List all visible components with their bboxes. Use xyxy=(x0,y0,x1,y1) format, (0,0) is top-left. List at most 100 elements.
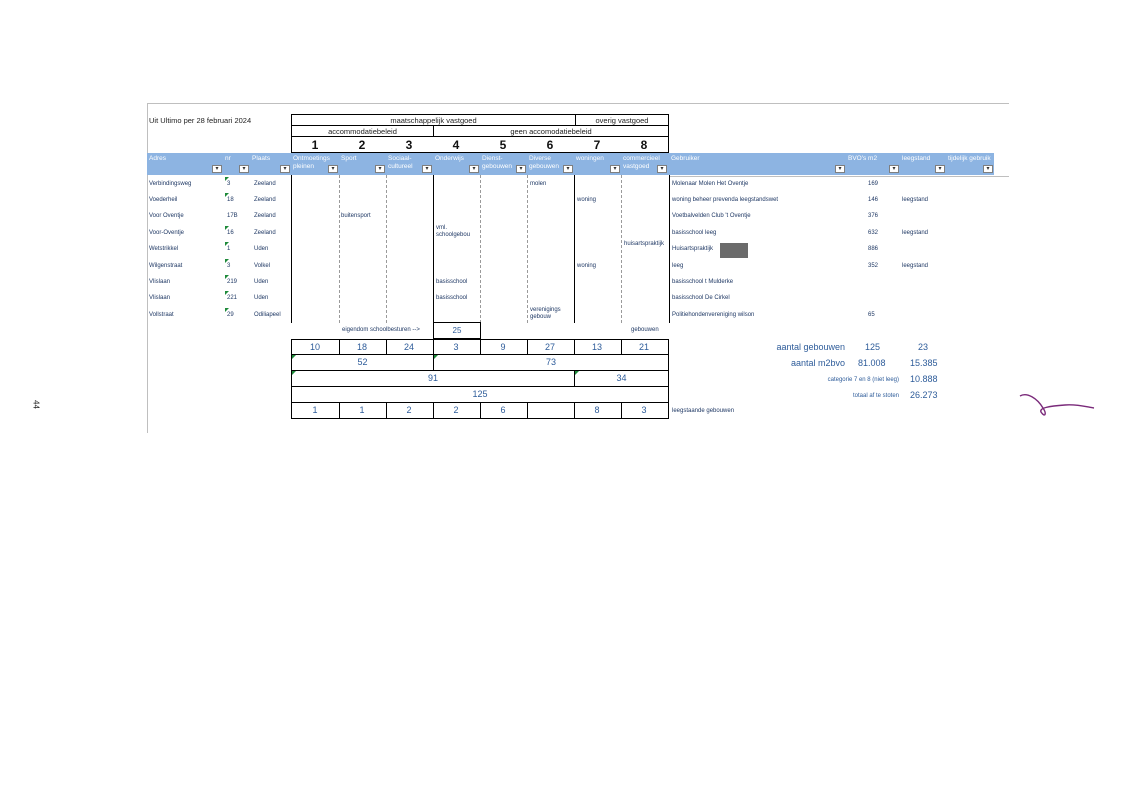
header-ontmoetingspleinen[interactable]: Ontmoetings pleinen xyxy=(291,153,339,175)
column-border xyxy=(480,175,481,323)
leeg-count-cell: 8 xyxy=(594,405,600,415)
filter-dropdown-icon[interactable]: ▾ xyxy=(328,165,338,173)
summary-categorie-value: 10.888 xyxy=(910,374,938,384)
column-border xyxy=(621,175,622,323)
filter-dropdown-icon[interactable]: ▾ xyxy=(212,165,222,173)
filter-dropdown-icon[interactable]: ▾ xyxy=(422,165,432,173)
category-number: 6 xyxy=(546,138,554,152)
count-cell: 21 xyxy=(638,342,649,352)
cell-diverse: molen xyxy=(530,181,547,187)
filter-dropdown-icon[interactable]: ▾ xyxy=(983,165,993,173)
summary-aantal-gebouwen-a: 125 xyxy=(865,342,881,352)
header-bvo[interactable]: BVO's m2 xyxy=(846,153,900,175)
cell-adres: Verbindingsweg xyxy=(149,181,192,187)
cell-gebruiker: Molenaar Molen Het Oventje xyxy=(672,181,749,187)
leeg-divider xyxy=(480,402,481,419)
group-overig-label: overig vastgoed xyxy=(595,116,649,125)
count-cell: 27 xyxy=(544,342,555,352)
filter-dropdown-icon[interactable]: ▾ xyxy=(469,165,479,173)
group-geen-label: geen accomodatiebeleid xyxy=(510,127,592,136)
cell-gebruiker: woning beheer prevenda leegstandswet xyxy=(672,197,779,203)
cell-plaats: Uden xyxy=(254,246,269,252)
report-title: Uit Ultimo per 28 februari 2024 xyxy=(149,116,252,125)
subtotal-52: 52 xyxy=(291,354,434,371)
subtotal-34: 34 xyxy=(574,370,669,387)
count-divider xyxy=(386,339,387,355)
count-divider xyxy=(527,339,528,355)
header-dienstgebouwen[interactable]: Dienst-gebouwen xyxy=(480,153,527,175)
cell-nr: 18 xyxy=(227,197,234,203)
filter-dropdown-icon[interactable]: ▾ xyxy=(239,165,249,173)
cell-bvo: 169 xyxy=(868,181,879,187)
filter-dropdown-icon[interactable]: ▾ xyxy=(935,165,945,173)
filter-dropdown-icon[interactable]: ▾ xyxy=(657,165,667,173)
header-adres[interactable]: Adres xyxy=(147,153,223,175)
cell-plaats: Zeeland xyxy=(254,230,276,236)
count-divider xyxy=(621,339,622,355)
category-number: 4 xyxy=(452,138,460,152)
cell-gebruiker: Politiehondenvereniging wilson xyxy=(672,312,755,318)
cell-nr: 221 xyxy=(227,295,238,301)
header-sport[interactable]: Sport xyxy=(339,153,386,175)
cell-adres: Vlislaan xyxy=(149,279,171,285)
summary-aantal-gebouwen-b: 23 xyxy=(918,342,929,352)
cell-woningen: woning xyxy=(577,263,597,269)
cell-bvo: 632 xyxy=(868,230,879,236)
cell-onderwijs: basisschool xyxy=(436,279,468,285)
cell-nr: 16 xyxy=(227,230,234,236)
column-border xyxy=(669,175,670,323)
summary-totaal-label: totaal af te stoten xyxy=(852,393,899,399)
cell-leegstand: leegstand xyxy=(902,263,929,269)
cell-diverse: verenigings gebouw xyxy=(530,307,561,320)
cell-gebruiker: Voetbalvelden Club 't Oventje xyxy=(672,213,751,219)
filter-dropdown-icon[interactable]: ▾ xyxy=(563,165,573,173)
filter-dropdown-icon[interactable]: ▾ xyxy=(516,165,526,173)
category-number-row xyxy=(291,136,669,153)
cell-commercieel: huisartspraktijk xyxy=(624,241,665,247)
summary-m2bvo-b: 15.385 xyxy=(910,358,938,368)
column-border xyxy=(574,175,575,323)
filter-dropdown-icon[interactable]: ▾ xyxy=(835,165,845,173)
header-onderwijs[interactable]: Onderwijs xyxy=(433,153,480,175)
cell-woningen: woning xyxy=(577,197,597,203)
column-border xyxy=(386,175,387,323)
total-125: 125 xyxy=(291,386,669,403)
cell-adres: Voor Oventje xyxy=(149,213,184,219)
leeg-divider xyxy=(386,402,387,419)
cell-gebruiker: basisschool De Cirkel xyxy=(672,295,730,301)
cell-plaats: Uden xyxy=(254,295,269,301)
cell-gebruiker: basisschool t Mulderke xyxy=(672,279,734,285)
header-woningen[interactable]: woningen xyxy=(574,153,621,175)
header-sociaal-cultureel[interactable]: Sociaal-cultureel xyxy=(386,153,433,175)
cell-nr: 17B xyxy=(227,213,238,219)
filter-dropdown-icon[interactable]: ▾ xyxy=(280,165,290,173)
column-border xyxy=(527,175,528,323)
cell-leegstand: leegstand xyxy=(902,230,929,236)
comment-marker xyxy=(434,355,438,359)
subtotal-91: 91 xyxy=(291,370,575,387)
header-diverse-gebouwen[interactable]: Diverse gebouwen xyxy=(527,153,574,175)
leeg-count-cell: 3 xyxy=(641,405,647,415)
cell-nr: 3 xyxy=(227,181,231,187)
header-tijdelijk[interactable]: tijdelijk gebruik xyxy=(946,153,994,175)
comment-marker xyxy=(225,275,229,279)
column-border xyxy=(433,175,434,323)
filter-dropdown-icon[interactable]: ▾ xyxy=(889,165,899,173)
header-gebruiker[interactable]: Gebruiker xyxy=(669,153,846,175)
leeg-divider xyxy=(527,402,528,419)
cell-onderwijs: basisschool xyxy=(436,295,468,301)
category-number: 2 xyxy=(358,138,366,152)
sheet-left-line xyxy=(147,103,148,433)
filter-dropdown-icon[interactable]: ▾ xyxy=(375,165,385,173)
page-number: 44 xyxy=(31,400,41,409)
leeg-count-cell: 2 xyxy=(406,405,412,415)
cell-leegstand: leegstand xyxy=(902,197,929,203)
header-leegstand[interactable]: leegstand xyxy=(900,153,946,175)
filter-dropdown-icon[interactable]: ▾ xyxy=(610,165,620,173)
cell-plaats: Zeeland xyxy=(254,197,276,203)
comment-marker xyxy=(225,226,229,230)
cell-gebruiker: basisschool leeg xyxy=(672,230,717,236)
cell-adres: Voor-Oventje xyxy=(149,230,185,236)
count-divider xyxy=(339,339,340,355)
sheet-right-line xyxy=(669,176,1009,177)
